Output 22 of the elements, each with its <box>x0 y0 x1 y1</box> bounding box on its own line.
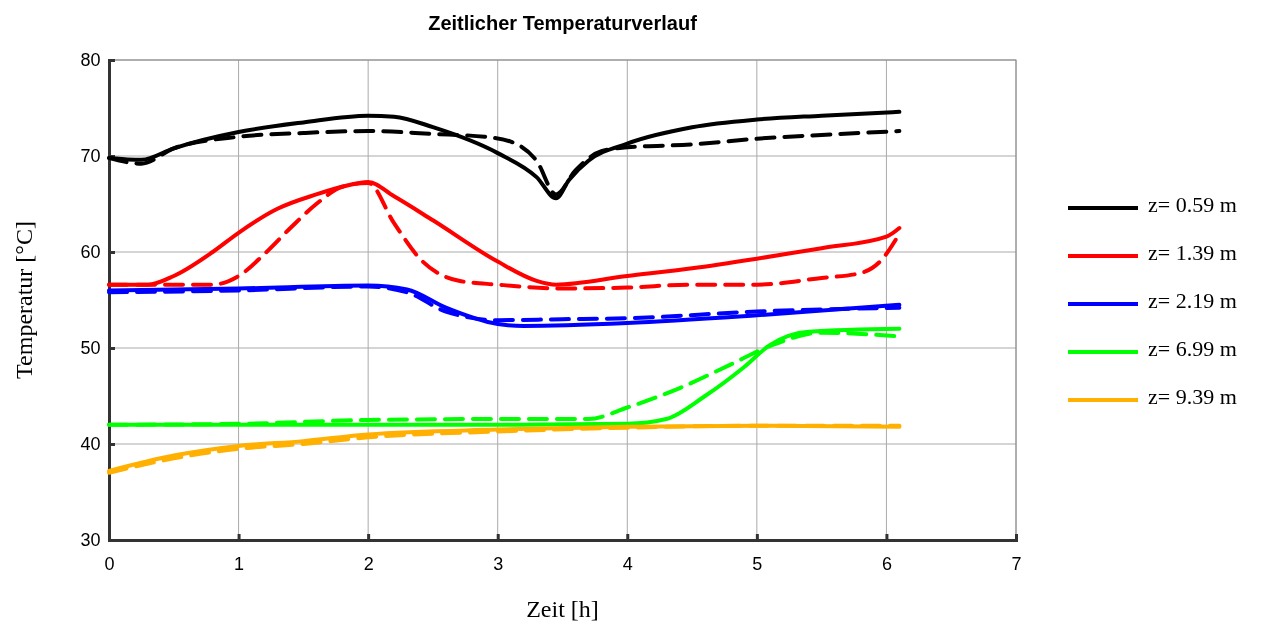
x-tick-label: 5 <box>752 554 763 574</box>
y-tick-label: 80 <box>80 50 101 71</box>
x-tick-label: 0 <box>104 554 115 574</box>
x-tick-label: 7 <box>1011 554 1022 574</box>
legend-label: z= 1.39 m <box>1148 239 1237 265</box>
y-tick-label: 70 <box>80 146 101 167</box>
x-tick-label: 3 <box>493 554 504 574</box>
legend-label: z= 9.39 m <box>1148 383 1237 409</box>
y-tick-label: 40 <box>80 434 101 455</box>
legend-label: z= 0.59 m <box>1148 191 1237 217</box>
chart-title: Zeitlicher Temperaturverlauf <box>428 12 698 34</box>
y-tick-label: 60 <box>80 242 101 263</box>
x-tick-label: 6 <box>881 554 892 574</box>
legend-label: z= 2.19 m <box>1148 287 1237 313</box>
y-tick-label: 30 <box>80 530 101 551</box>
x-axis-title: Zeit [h] <box>526 596 599 622</box>
y-tick-label: 50 <box>80 338 101 359</box>
y-axis-title: Temperatur [°C] <box>11 221 37 379</box>
legend-label: z= 6.99 m <box>1148 335 1237 361</box>
x-tick-label: 1 <box>234 554 245 574</box>
x-tick-label: 4 <box>622 554 633 574</box>
x-tick-label: 2 <box>363 554 374 574</box>
